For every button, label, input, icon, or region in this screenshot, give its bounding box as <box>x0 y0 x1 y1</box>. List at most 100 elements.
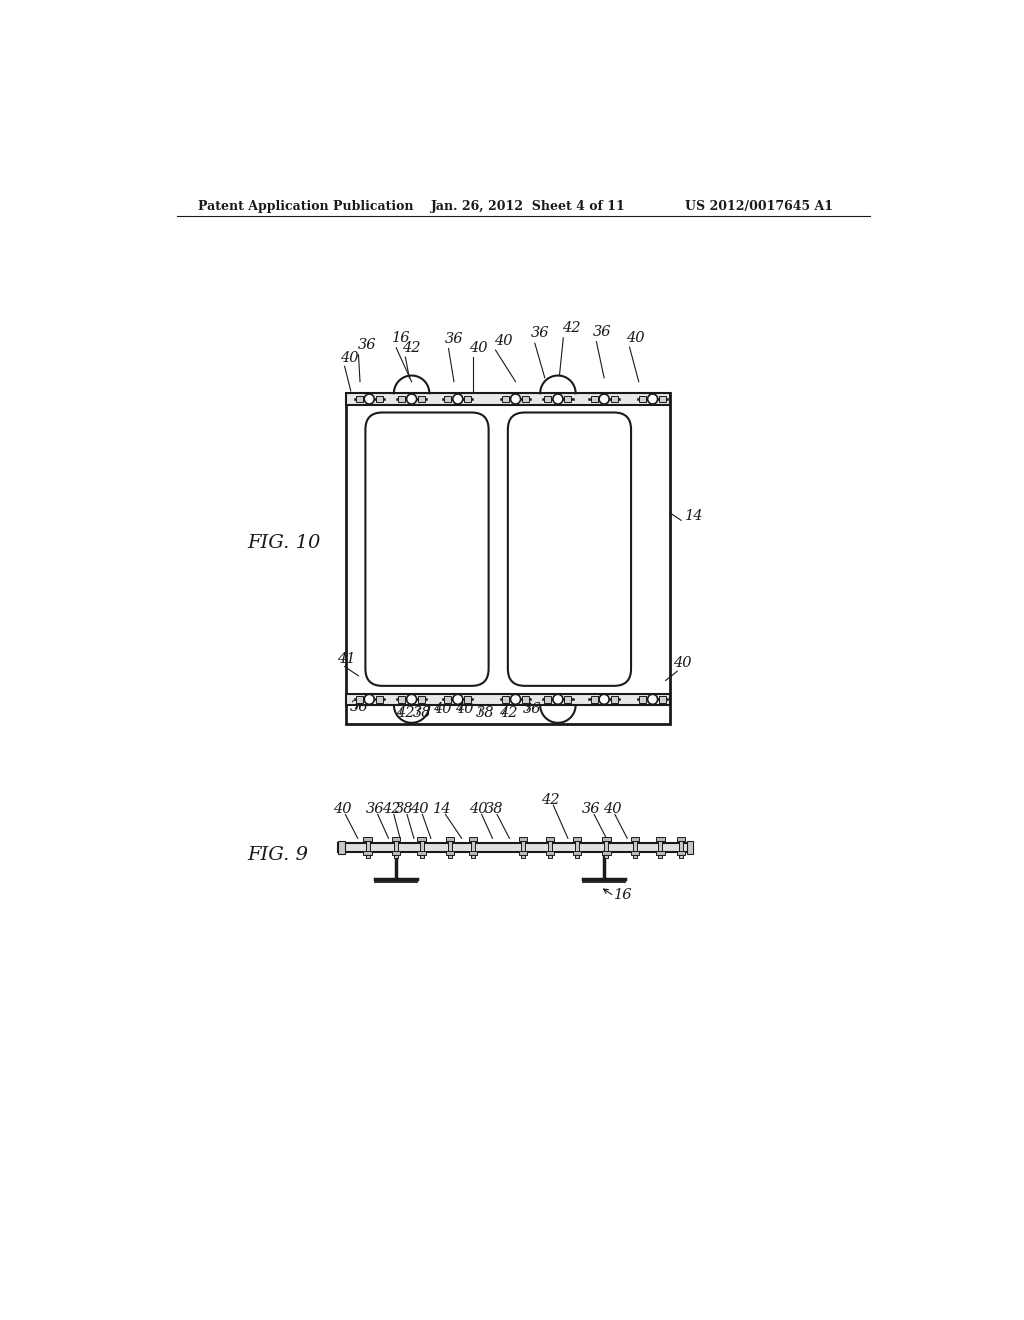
Text: 38: 38 <box>475 706 494 721</box>
Text: 40: 40 <box>340 351 358 366</box>
Bar <box>519 837 527 841</box>
Bar <box>658 837 663 858</box>
Bar <box>522 396 529 403</box>
Text: 36: 36 <box>593 325 611 338</box>
Bar <box>631 850 639 855</box>
Bar <box>564 696 571 702</box>
Bar <box>418 837 426 841</box>
Text: 36: 36 <box>531 326 550 341</box>
Bar <box>346 693 670 705</box>
Bar <box>449 837 452 858</box>
Text: 36: 36 <box>444 333 463 346</box>
Circle shape <box>599 395 609 404</box>
Text: 36: 36 <box>366 803 384 816</box>
Text: 40: 40 <box>433 702 452 715</box>
Text: Jan. 26, 2012  Sheet 4 of 11: Jan. 26, 2012 Sheet 4 of 11 <box>431 199 626 213</box>
Bar <box>398 396 406 403</box>
Bar <box>610 696 617 702</box>
Bar <box>519 850 527 855</box>
Text: 38: 38 <box>413 706 432 721</box>
Text: 42: 42 <box>382 803 400 816</box>
Bar <box>572 837 582 841</box>
Bar <box>546 837 554 841</box>
Circle shape <box>511 395 520 404</box>
Bar <box>591 696 598 702</box>
Text: FIG. 10: FIG. 10 <box>248 535 321 552</box>
Bar <box>355 396 362 403</box>
Bar <box>398 696 406 702</box>
Bar <box>679 837 683 858</box>
Bar <box>464 696 471 702</box>
Text: 16: 16 <box>392 331 411 345</box>
Text: 42: 42 <box>396 706 415 721</box>
Circle shape <box>407 395 417 404</box>
Bar <box>639 396 646 403</box>
Bar <box>444 696 452 702</box>
Bar <box>471 837 475 858</box>
Bar <box>545 396 551 403</box>
Bar <box>633 837 637 858</box>
Bar <box>418 396 425 403</box>
Bar <box>469 837 477 841</box>
Text: 42: 42 <box>541 793 559 807</box>
Circle shape <box>553 395 563 404</box>
Bar <box>346 393 670 725</box>
Bar <box>522 696 529 702</box>
Text: 40: 40 <box>469 803 487 816</box>
Text: 40: 40 <box>469 341 487 355</box>
Bar <box>546 850 554 855</box>
Text: 14: 14 <box>433 803 452 816</box>
Text: 36: 36 <box>350 700 369 714</box>
Text: 36: 36 <box>582 803 600 816</box>
Bar <box>355 696 362 702</box>
Bar <box>545 696 551 702</box>
Text: Patent Application Publication: Patent Application Publication <box>199 199 414 213</box>
Bar <box>445 837 455 841</box>
Text: 42: 42 <box>401 342 420 355</box>
Text: 42: 42 <box>499 706 517 721</box>
Bar <box>521 837 525 858</box>
Text: 41: 41 <box>337 652 355 665</box>
Circle shape <box>453 694 463 705</box>
Text: 40: 40 <box>333 803 351 816</box>
Bar <box>418 696 425 702</box>
Bar <box>659 396 666 403</box>
Bar <box>502 696 509 702</box>
Circle shape <box>453 395 463 404</box>
Bar <box>656 837 665 841</box>
Bar <box>572 850 582 855</box>
Text: 40: 40 <box>494 334 512 347</box>
Bar <box>659 696 666 702</box>
Bar <box>502 396 509 403</box>
Bar <box>339 843 692 853</box>
Bar <box>631 837 639 841</box>
Text: 36: 36 <box>523 702 542 715</box>
Bar <box>392 837 400 841</box>
Bar <box>418 850 426 855</box>
Text: 14: 14 <box>685 510 703 523</box>
Circle shape <box>599 694 609 705</box>
Bar <box>564 396 571 403</box>
Text: 42: 42 <box>562 321 581 335</box>
Bar <box>656 850 665 855</box>
Bar <box>394 837 398 858</box>
Circle shape <box>647 694 657 705</box>
Circle shape <box>407 694 417 705</box>
Bar <box>677 850 685 855</box>
Bar <box>686 841 692 854</box>
Bar <box>469 850 477 855</box>
Bar <box>464 396 471 403</box>
Bar <box>575 837 580 858</box>
Text: 16: 16 <box>614 888 633 902</box>
Text: 38: 38 <box>394 803 413 816</box>
Text: 40: 40 <box>602 803 622 816</box>
Bar <box>591 396 598 403</box>
Circle shape <box>647 395 657 404</box>
Circle shape <box>365 694 374 705</box>
Circle shape <box>365 395 374 404</box>
Bar <box>444 396 452 403</box>
Text: 38: 38 <box>484 803 503 816</box>
Text: US 2012/0017645 A1: US 2012/0017645 A1 <box>685 199 833 213</box>
Text: 40: 40 <box>410 803 429 816</box>
Bar <box>639 696 646 702</box>
